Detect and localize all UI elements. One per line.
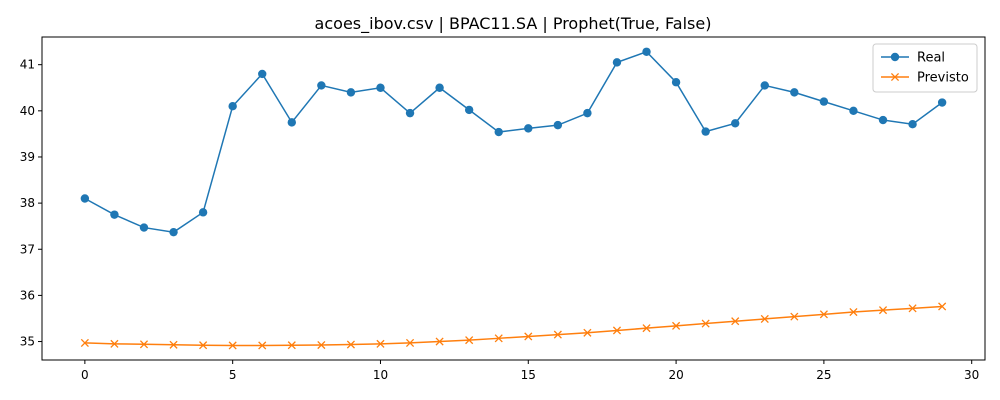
x-tick-label: 20 <box>668 368 683 382</box>
data-point-previsto <box>317 340 326 350</box>
data-point-previsto <box>938 302 947 311</box>
data-point-real <box>878 115 888 125</box>
data-point-previsto <box>199 341 208 350</box>
data-point-real <box>464 105 474 115</box>
data-point-real <box>258 69 267 79</box>
x-axis: 0 5 10 15 20 25 30 <box>81 360 979 382</box>
data-point-real <box>346 88 356 97</box>
data-point-real <box>376 83 385 92</box>
data-point-previsto <box>672 321 681 330</box>
data-point-real <box>435 83 444 92</box>
data-point-real <box>287 118 296 127</box>
data-point-real <box>317 81 326 90</box>
y-tick-label: 39 <box>20 150 35 164</box>
x-tick-label: 5 <box>229 368 237 382</box>
legend: Real Previsto <box>872 43 978 93</box>
data-point-previsto <box>465 336 474 345</box>
data-point-previsto <box>110 339 119 348</box>
data-point-real <box>760 81 769 90</box>
data-point-real <box>642 47 651 56</box>
y-tick-label: 41 <box>20 58 35 72</box>
series-line-real <box>84 50 943 233</box>
data-point-real <box>494 127 503 137</box>
data-point-previsto <box>908 304 917 313</box>
data-point-real <box>731 119 740 128</box>
data-point-real <box>790 88 799 97</box>
x-tick-label: 25 <box>816 368 831 382</box>
data-point-real <box>524 124 533 133</box>
x-tick-label: 0 <box>81 368 89 382</box>
x-tick-label: 15 <box>521 368 536 382</box>
data-point-real <box>110 210 119 219</box>
axes-frame <box>41 36 986 361</box>
data-point-previsto <box>287 341 296 350</box>
data-point-real <box>139 223 149 232</box>
data-point-previsto <box>80 338 89 347</box>
data-point-previsto <box>435 337 444 346</box>
x-tick-label: 10 <box>373 368 388 382</box>
data-point-real <box>849 106 858 116</box>
y-tick-label: 35 <box>20 335 35 349</box>
data-point-previsto <box>494 334 503 343</box>
legend-entry-previsto: Previsto <box>881 71 969 86</box>
data-point-real <box>553 120 563 130</box>
data-point-previsto <box>790 312 799 321</box>
data-point-previsto <box>405 338 415 347</box>
y-tick-label: 38 <box>20 196 35 210</box>
data-point-previsto <box>139 340 149 349</box>
legend-label-real: Real <box>917 51 945 66</box>
y-tick-label: 37 <box>20 242 35 256</box>
chart-title: acoes_ibov.csv | BPAC11.SA | Prophet(Tru… <box>315 14 712 34</box>
data-point-real <box>169 227 178 237</box>
data-point-previsto <box>553 330 562 339</box>
data-point-previsto <box>258 341 267 350</box>
series-line-previsto <box>84 305 943 347</box>
data-point-previsto <box>583 328 592 337</box>
data-point-previsto <box>169 340 178 349</box>
plot-area <box>80 47 947 350</box>
data-point-previsto <box>376 339 385 348</box>
y-tick-label: 40 <box>20 104 35 118</box>
legend-entry-real: Real <box>881 51 945 66</box>
data-point-previsto <box>878 306 888 315</box>
data-point-real <box>671 78 681 87</box>
x-tick-label: 30 <box>964 368 979 382</box>
data-point-real <box>228 102 237 111</box>
data-point-real <box>701 127 710 136</box>
legend-label-previsto: Previsto <box>917 71 969 86</box>
data-point-real <box>908 120 917 129</box>
data-point-previsto <box>524 332 533 341</box>
y-tick-label: 36 <box>20 288 35 302</box>
data-point-previsto <box>228 341 237 350</box>
data-point-real <box>819 97 829 106</box>
data-point-previsto <box>346 340 355 349</box>
data-point-previsto <box>819 310 828 319</box>
data-point-previsto <box>701 319 710 328</box>
data-point-previsto <box>642 324 651 333</box>
data-point-previsto <box>760 314 769 323</box>
data-point-previsto <box>849 307 858 317</box>
data-point-previsto <box>612 326 622 335</box>
data-point-previsto <box>731 317 740 326</box>
data-point-real <box>405 108 415 118</box>
data-point-real <box>612 58 622 67</box>
y-axis: 35 36 37 38 39 40 41 <box>20 58 42 349</box>
data-point-real <box>198 208 208 217</box>
data-point-real <box>937 98 947 107</box>
data-point-real <box>583 108 592 118</box>
data-point-real <box>80 194 90 203</box>
